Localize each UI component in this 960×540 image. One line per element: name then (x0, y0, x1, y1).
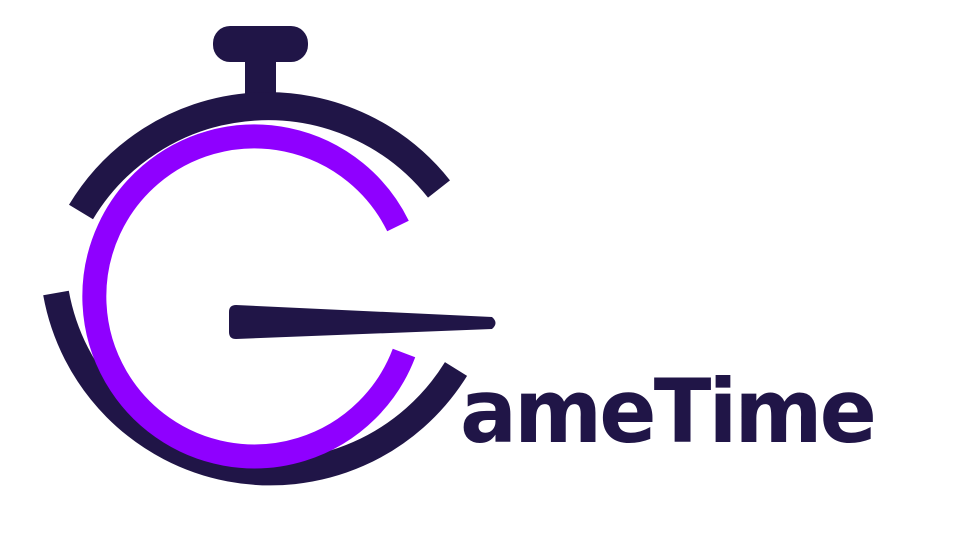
stopwatch-hand (229, 305, 496, 339)
inner-g-arc (82, 124, 416, 469)
outer-ring-lower-arc (43, 290, 468, 486)
stopwatch-crown (213, 26, 308, 62)
wordmark-text: ameTime (460, 360, 877, 463)
stopwatch-stem (245, 56, 276, 96)
outer-ring-upper-arc (69, 92, 450, 220)
